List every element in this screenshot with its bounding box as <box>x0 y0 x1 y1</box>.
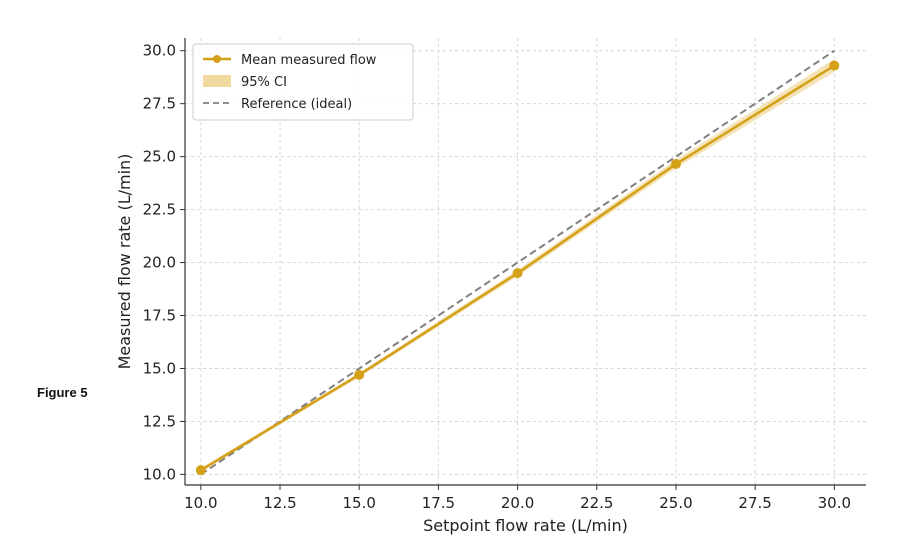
x-axis-title: Setpoint flow rate (L/min) <box>423 516 628 535</box>
series-layer <box>195 60 840 476</box>
x-tick-label: 25.0 <box>659 494 692 512</box>
y-axis-title: Measured flow rate (L/min) <box>115 154 134 370</box>
mean-flow-point <box>670 159 681 170</box>
mean-flow-point <box>829 60 840 71</box>
legend-marker-mean <box>213 55 221 63</box>
axes <box>184 38 866 486</box>
legend: Mean measured flow 95% CI Reference (ide… <box>192 43 414 121</box>
grid <box>185 38 866 485</box>
legend-swatch-ci <box>203 75 231 87</box>
y-tick-label: 22.5 <box>143 201 176 219</box>
figure-label: Figure 5 <box>37 385 88 400</box>
y-tick-label: 10.0 <box>143 465 176 483</box>
mean-flow-point <box>512 268 523 279</box>
reference-line-layer <box>200 49 835 476</box>
y-tick-label: 27.5 <box>143 95 176 113</box>
y-tick-label: 15.0 <box>143 359 176 377</box>
y-tick-label: 17.5 <box>143 307 176 325</box>
x-tick-label: 15.0 <box>343 494 376 512</box>
legend-label-mean: Mean measured flow <box>241 53 377 68</box>
x-tick-label: 10.0 <box>184 494 217 512</box>
y-tick-label: 20.0 <box>143 254 176 272</box>
x-tick-label: 17.5 <box>422 494 455 512</box>
x-tick-label: 22.5 <box>580 494 613 512</box>
reference-line <box>200 49 835 476</box>
y-tick-label: 30.0 <box>143 42 176 60</box>
legend-label-reference: Reference (ideal) <box>241 97 352 112</box>
x-tick-label: 27.5 <box>738 494 771 512</box>
mean-flow-point <box>195 465 206 476</box>
mean-flow-point <box>354 369 365 380</box>
legend-label-ci: 95% CI <box>241 75 287 90</box>
y-tick-label: 12.5 <box>143 412 176 430</box>
y-tick-label: 25.0 <box>143 148 176 166</box>
x-tick-label: 12.5 <box>263 494 296 512</box>
x-tick-label: 30.0 <box>818 494 851 512</box>
legend-box <box>192 43 414 121</box>
x-tick-label: 20.0 <box>501 494 534 512</box>
ticks: 10.0 12.5 15.0 17.5 20.0 22.5 25.0 27.5 30.0 10.0… <box>143 42 851 512</box>
